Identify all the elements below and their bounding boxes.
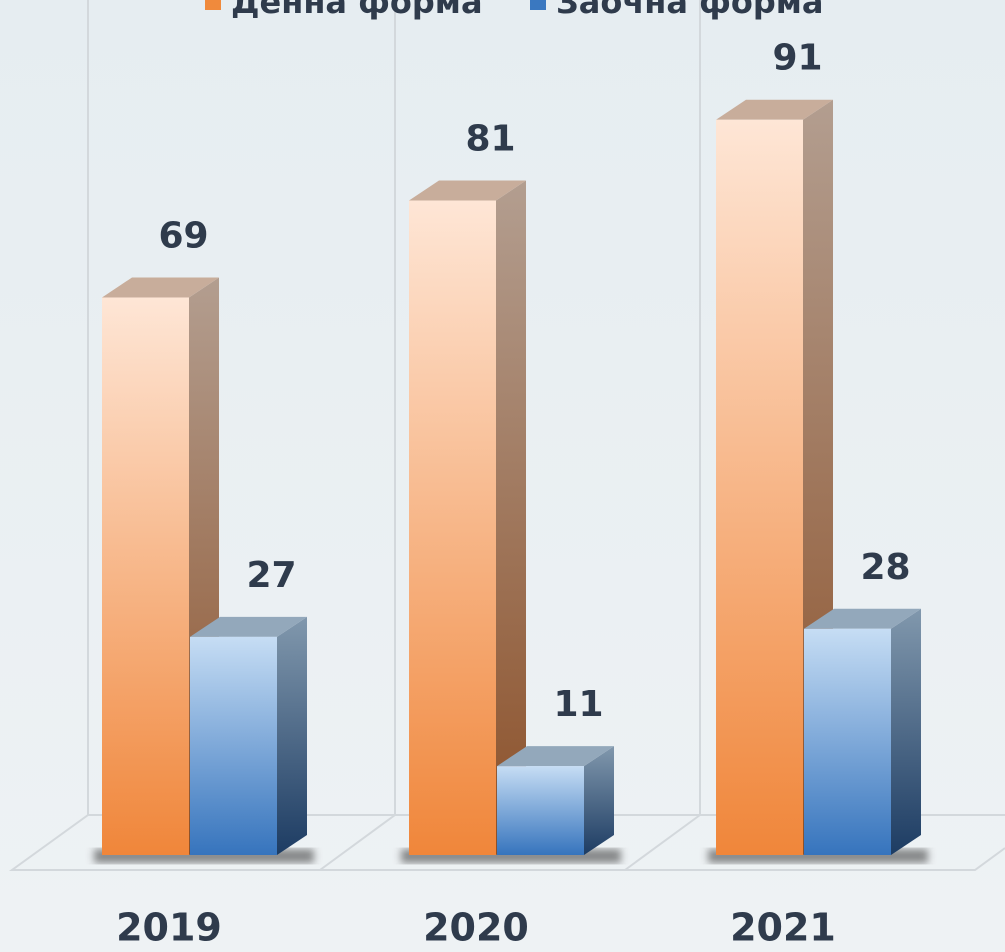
bar-side — [584, 746, 614, 855]
bar — [190, 636, 277, 855]
bar — [102, 297, 189, 856]
bar-top — [190, 616, 307, 637]
bar-top — [804, 608, 921, 629]
data-label: 81 — [465, 119, 515, 160]
bar-top — [409, 180, 526, 201]
bar — [497, 766, 584, 855]
bar — [409, 200, 496, 855]
x-tick-label: 2021 — [730, 906, 836, 950]
legend-swatch — [530, 0, 546, 10]
x-tick-label: 2020 — [423, 906, 529, 950]
legend: Денна форма Заочна форма — [205, 0, 824, 21]
data-label: 91 — [772, 38, 822, 79]
legend-swatch — [205, 0, 221, 10]
bar-side — [277, 616, 307, 855]
data-label: 27 — [246, 555, 296, 596]
data-label: 11 — [553, 684, 603, 725]
bar-side — [891, 608, 921, 855]
bar-top — [102, 277, 219, 298]
bar-side — [496, 180, 526, 855]
bar — [804, 628, 891, 855]
data-label: 69 — [158, 215, 208, 256]
x-tick-label: 2019 — [116, 906, 222, 950]
legend-label: Денна форма — [231, 0, 483, 21]
bar-top — [716, 99, 833, 120]
legend-label: Заочна форма — [556, 0, 824, 21]
data-label: 28 — [860, 547, 910, 588]
bar-top — [497, 746, 614, 767]
bar — [716, 119, 803, 856]
